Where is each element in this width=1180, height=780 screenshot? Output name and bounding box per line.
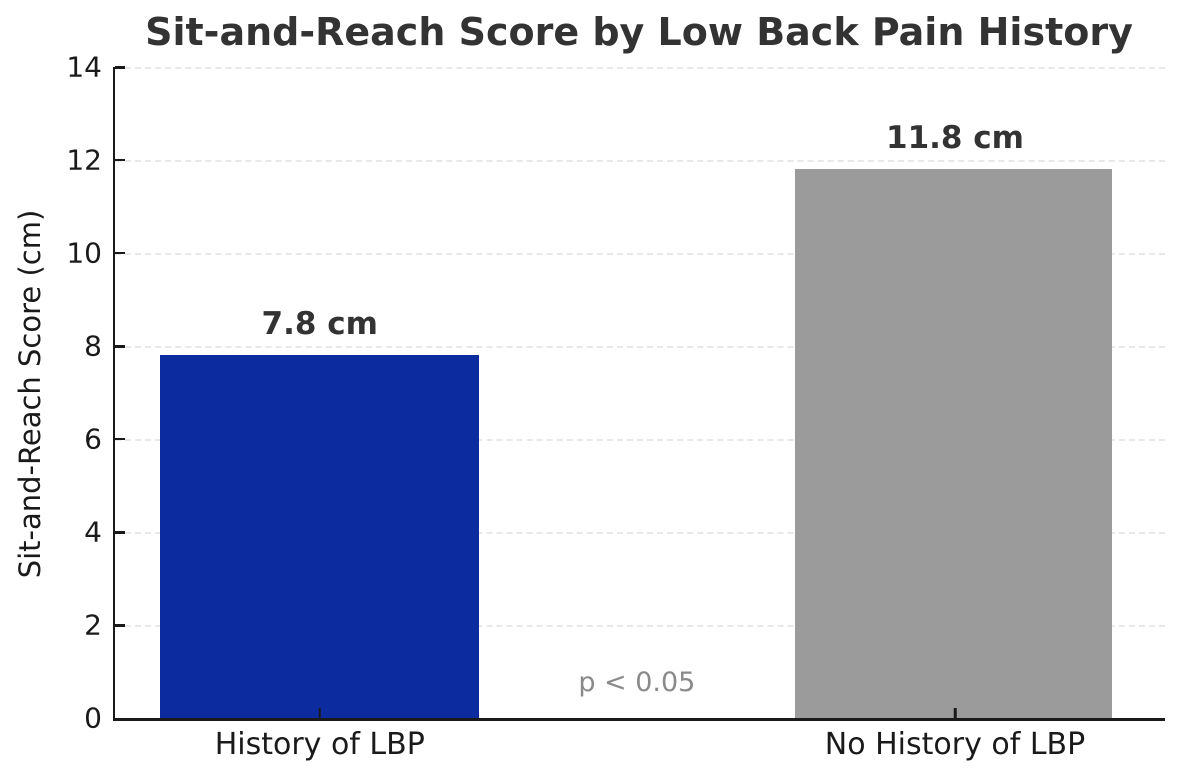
y-tick-label: 12 xyxy=(66,143,102,177)
y-tick xyxy=(115,531,125,534)
gridline xyxy=(115,439,1165,441)
significance-annotation: p < 0.05 xyxy=(578,667,696,698)
x-tick-label: History of LBP xyxy=(214,727,425,762)
y-axis-label: Sit-and-Reach Score (cm) xyxy=(13,209,47,579)
y-tick xyxy=(115,251,125,255)
y-tick-label: 2 xyxy=(84,608,102,642)
bar-value-label: 11.8 cm xyxy=(886,120,1024,157)
y-tick xyxy=(115,437,125,441)
y-tick-label: 4 xyxy=(84,515,102,549)
gridline xyxy=(115,532,1165,534)
x-tick xyxy=(318,708,321,718)
y-tick-label: 10 xyxy=(66,236,102,270)
bar-no-history-of-lbp xyxy=(795,169,1113,718)
gridline xyxy=(115,160,1165,162)
bar-value-label: 7.8 cm xyxy=(261,306,378,343)
plot-area: 7.8 cm 11.8 cm History of LBP No History… xyxy=(66,51,1165,762)
y-tick-label: 8 xyxy=(84,329,102,363)
bar-history-of-lbp xyxy=(160,355,480,718)
gridline xyxy=(115,625,1165,627)
y-tick xyxy=(115,624,125,627)
y-tick xyxy=(115,158,125,162)
y-tick-label: 0 xyxy=(84,701,102,735)
y-tick-label: 6 xyxy=(84,422,102,456)
y-tick xyxy=(115,345,125,348)
x-tick-label: No History of LBP xyxy=(824,727,1086,762)
gridline xyxy=(115,253,1165,255)
x-tick xyxy=(953,708,957,718)
y-tick-label: 14 xyxy=(66,50,102,84)
y-tick xyxy=(115,66,125,69)
gridline xyxy=(115,346,1165,348)
chart-title: Sit-and-Reach Score by Low Back Pain His… xyxy=(145,10,1133,54)
gridline xyxy=(115,67,1165,69)
